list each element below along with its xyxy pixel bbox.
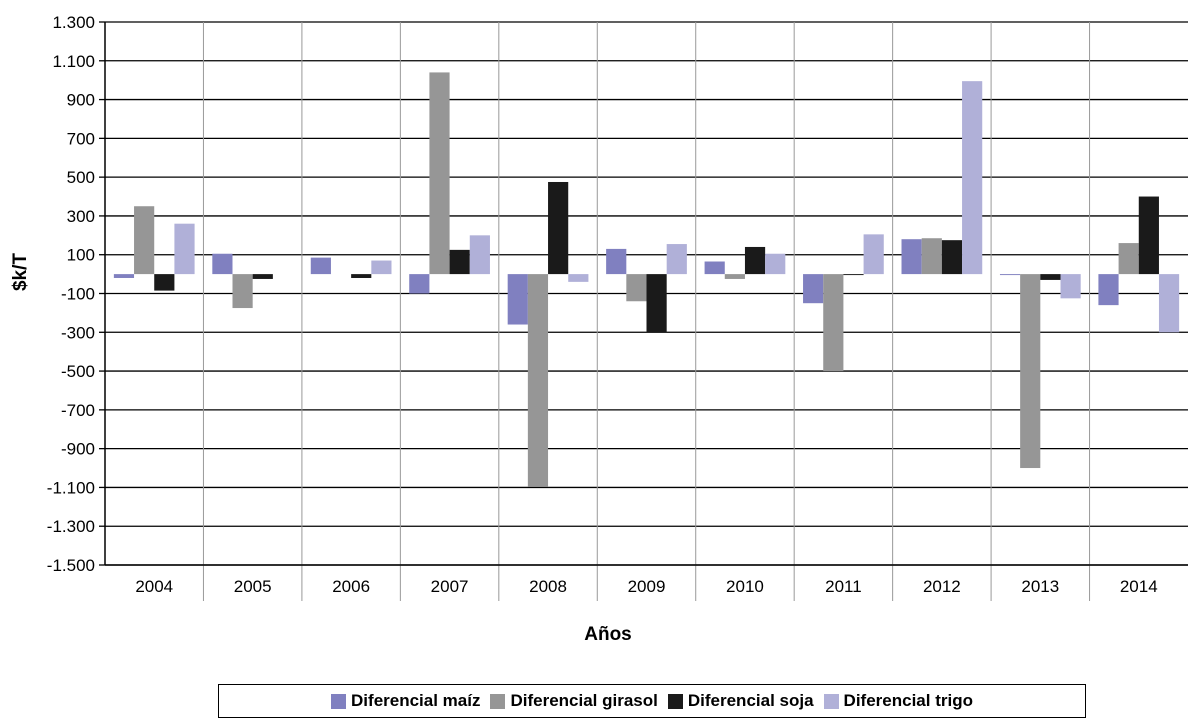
legend-item: Diferencial soja — [667, 691, 814, 711]
legend-item: Diferencial trigo — [823, 691, 973, 711]
bar — [429, 72, 450, 275]
bar — [724, 274, 745, 279]
y-tick-label: -1.300 — [47, 517, 95, 536]
bar — [113, 274, 135, 278]
y-tick-label: -1.100 — [47, 478, 95, 497]
bar — [646, 274, 667, 333]
legend: Diferencial maíz Diferencial girasol Difer… — [218, 684, 1086, 718]
bar — [999, 274, 1021, 276]
bar — [744, 246, 766, 275]
bar — [154, 274, 175, 291]
x-tick-label: 2004 — [135, 577, 173, 596]
bar — [803, 274, 824, 304]
y-tick-label: -100 — [61, 285, 95, 304]
bar — [310, 257, 331, 275]
bar — [704, 261, 725, 275]
legend-swatch — [490, 693, 506, 709]
bar — [1118, 243, 1139, 275]
legend-swatch — [667, 693, 683, 709]
y-tick-label: 100 — [67, 246, 95, 265]
legend-label: Diferencial girasol — [510, 691, 658, 710]
bar — [941, 240, 963, 275]
bar — [252, 274, 273, 279]
x-tick-label: 2007 — [431, 577, 469, 596]
y-axis-label: $k/T — [10, 253, 31, 291]
y-tick-label: 900 — [67, 91, 95, 110]
bar — [606, 248, 627, 275]
bar — [351, 274, 372, 278]
bar — [823, 274, 844, 372]
bar — [626, 274, 647, 302]
x-tick-label: 2008 — [529, 577, 567, 596]
bar — [901, 239, 922, 275]
bar — [134, 206, 155, 275]
y-tick-label: 500 — [67, 168, 95, 187]
bar — [527, 274, 549, 487]
x-axis-label: Años — [584, 624, 632, 645]
bar — [921, 238, 942, 275]
x-tick-label: 2005 — [234, 577, 272, 596]
legend-item: Diferencial maíz — [331, 691, 480, 711]
y-tick-label: -500 — [61, 362, 95, 381]
bar — [371, 260, 392, 275]
bar — [568, 274, 589, 282]
x-tick-label: 2009 — [628, 577, 666, 596]
x-tick-labels: 2004 2005 2006 2007 2008 2009 2010 2011 2012 2013… — [135, 577, 1157, 596]
bar — [409, 274, 430, 294]
x-tick-label: 2011 — [825, 577, 862, 596]
gridlines — [105, 21, 1188, 601]
bar — [843, 274, 864, 276]
x-tick-label: 2006 — [332, 577, 370, 596]
bar — [1098, 274, 1119, 306]
legend-item: Diferencial girasol — [490, 691, 658, 711]
legend-swatch — [823, 693, 839, 709]
x-tick-label: 2012 — [923, 577, 961, 596]
bar — [232, 274, 253, 309]
legend-label: Diferencial trigo — [843, 691, 973, 710]
bars — [113, 72, 1180, 487]
bar — [1158, 274, 1180, 333]
bar — [212, 253, 233, 275]
y-tick-label: -1.500 — [47, 556, 95, 575]
bar — [1138, 196, 1159, 275]
bar — [765, 253, 786, 275]
bar — [449, 249, 470, 275]
legend-label: Diferencial maíz — [351, 691, 481, 710]
bar — [1020, 274, 1041, 469]
bar — [1060, 274, 1081, 299]
axes — [99, 21, 1188, 566]
bar — [863, 234, 884, 275]
legend-swatch — [331, 693, 347, 709]
bar — [666, 244, 687, 275]
y-tick-label: 1.100 — [52, 52, 95, 71]
y-tick-label: -300 — [61, 323, 95, 342]
y-tick-label: 700 — [67, 129, 95, 148]
legend-label: Diferencial soja — [687, 691, 814, 710]
bar — [507, 274, 528, 325]
y-tick-label: 1.300 — [52, 13, 95, 32]
x-tick-label: 2013 — [1021, 577, 1059, 596]
bar — [174, 223, 195, 275]
y-tick-label: 300 — [67, 207, 95, 226]
bar — [1040, 274, 1061, 280]
bar — [548, 181, 569, 275]
x-tick-label: 2010 — [726, 577, 764, 596]
y-tick-label: -900 — [61, 440, 95, 459]
bar — [469, 235, 490, 275]
x-tick-label: 2014 — [1120, 577, 1158, 596]
y-tick-label: -700 — [61, 401, 95, 420]
bar — [962, 81, 983, 275]
y-tick-labels: 1.300 1.100 900 700 500 300 100 -100 -300 -500 -70… — [47, 13, 95, 575]
